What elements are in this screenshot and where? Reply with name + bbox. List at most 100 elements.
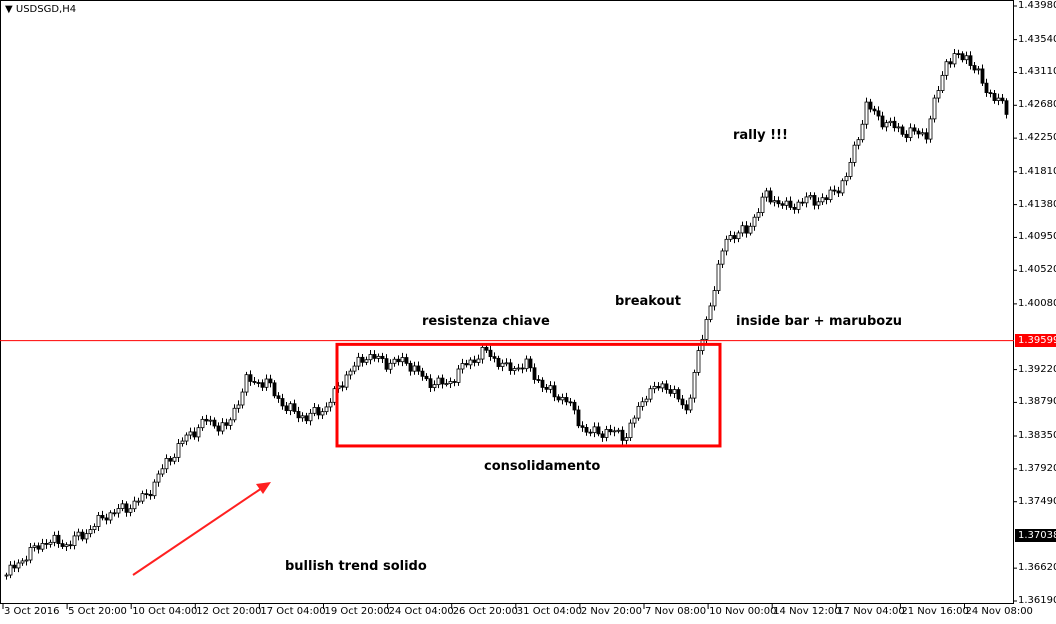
candle-bullish <box>448 381 453 385</box>
candle-bullish <box>604 429 609 438</box>
candle-bullish <box>476 358 481 363</box>
candle-bullish <box>200 418 205 429</box>
candle-bullish <box>156 473 161 483</box>
candle-bullish <box>460 363 465 370</box>
candle-bearish <box>788 200 793 208</box>
candle-bearish <box>956 53 961 55</box>
x-tick-label: 17 Nov 04:00 <box>837 606 905 617</box>
candle-bearish <box>568 401 573 404</box>
candle-bullish <box>400 357 405 363</box>
candle-bullish <box>28 547 33 561</box>
candle-bullish <box>728 235 733 240</box>
candle-bullish <box>24 559 29 562</box>
candle-bullish <box>840 180 845 194</box>
candle-bearish <box>316 407 321 416</box>
candle-bearish <box>916 130 921 135</box>
candle-bearish <box>588 431 593 434</box>
x-tick-label: 21 Nov 16:00 <box>901 606 969 617</box>
candle-bullish <box>456 368 461 383</box>
consolidation-box <box>335 342 722 448</box>
candle-bullish <box>908 127 913 138</box>
candle-bearish <box>792 206 797 210</box>
candle-bullish <box>592 426 597 434</box>
candle-bearish <box>900 126 905 135</box>
candle-bearish <box>868 101 873 110</box>
annotation-consolidation: consolidamento <box>484 459 601 474</box>
annotation-breakout: breakout <box>615 294 682 309</box>
candle-bearish <box>124 503 129 513</box>
candle-bullish <box>388 362 393 370</box>
x-tick-label: 31 Oct 04:00 <box>516 606 582 617</box>
candle-bearish <box>372 354 377 359</box>
y-tick-label: 1.37920 <box>1018 462 1056 474</box>
candle-bullish <box>952 53 957 65</box>
x-tick-label: 3 Oct 2016 <box>4 606 60 617</box>
candle-bullish <box>328 401 333 408</box>
y-tick-label: 1.42250 <box>1018 132 1056 144</box>
candle-bullish <box>264 378 269 388</box>
candle-bearish <box>596 426 601 435</box>
candle-bearish <box>608 429 613 433</box>
candle-bearish <box>968 55 973 66</box>
candle-bullish <box>688 397 693 411</box>
candle-bearish <box>60 543 65 547</box>
candle-bullish <box>84 533 89 540</box>
candle-bullish <box>164 458 169 470</box>
candle-bullish <box>628 422 633 439</box>
candle-bullish <box>16 562 21 569</box>
plot-frame <box>0 0 1014 604</box>
candle-bearish <box>576 409 581 427</box>
candle-bearish <box>296 411 301 419</box>
candle-bearish <box>960 53 965 61</box>
candles <box>4 49 1009 580</box>
candle-bullish <box>120 503 125 509</box>
resistance-price-tag: 1.39599 <box>1015 333 1056 347</box>
candle-bullish <box>312 407 317 414</box>
candle-bearish <box>664 383 669 390</box>
candle-bearish <box>112 512 117 515</box>
candle-bearish <box>100 515 105 519</box>
candle-bullish <box>848 162 853 177</box>
y-tick-label: 1.38350 <box>1018 430 1056 442</box>
candle-bearish <box>68 544 73 547</box>
candle-bullish <box>756 212 761 218</box>
candle-bearish <box>420 370 425 377</box>
candle-bearish <box>56 534 61 544</box>
candle-bullish <box>392 358 397 364</box>
y-tick-label: 1.38790 <box>1018 396 1056 408</box>
candle-bullish <box>48 541 53 545</box>
candle-bearish <box>880 115 885 128</box>
candle-bullish <box>672 389 677 394</box>
candle-bullish <box>128 508 133 513</box>
candle-bearish <box>252 381 257 383</box>
candle-bullish <box>936 90 941 99</box>
candle-bullish <box>748 225 753 234</box>
candle-bullish <box>784 200 789 206</box>
candle-bearish <box>668 389 673 394</box>
current-price-tag: 1.37038 <box>1015 529 1056 543</box>
candle-bullish <box>4 574 9 577</box>
candle-bullish <box>92 526 97 530</box>
candle-bearish <box>36 545 41 550</box>
candle-bullish <box>864 101 869 125</box>
annotation-trend: bullish trend solido <box>285 559 427 574</box>
candle-bullish <box>188 431 193 436</box>
candle-bullish <box>716 263 721 291</box>
candle-bearish <box>812 195 817 206</box>
dropdown-triangle-icon[interactable]: ▼ <box>5 4 13 15</box>
candle-bullish <box>40 543 45 550</box>
x-tick-label: 7 Nov 08:00 <box>645 606 707 617</box>
candle-bullish <box>480 346 485 360</box>
candle-bearish <box>472 359 477 363</box>
x-tick-label: 12 Oct 20:00 <box>196 606 262 617</box>
candle-bullish <box>704 319 709 340</box>
candle-bullish <box>108 512 113 521</box>
candle-bearish <box>832 189 837 192</box>
candle-bearish <box>272 382 277 397</box>
candle-bearish <box>992 92 997 101</box>
y-tick-label: 1.43110 <box>1018 66 1056 78</box>
candle-bearish <box>544 387 549 390</box>
candle-bearish <box>424 375 429 380</box>
candle-bullish <box>436 377 441 386</box>
